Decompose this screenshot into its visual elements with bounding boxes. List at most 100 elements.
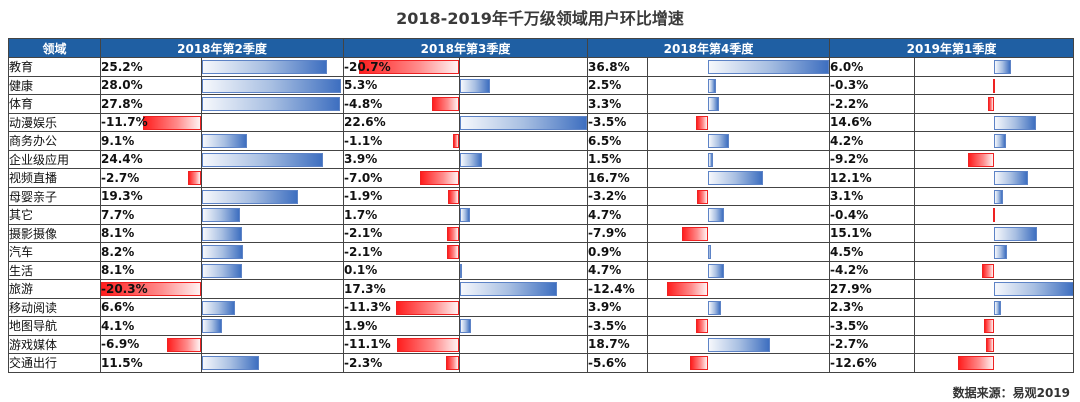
domain-label: 健康 — [8, 75, 101, 95]
table-row: 商务办公 9.1% -1.1% 6.5% 4.2% — [8, 131, 1074, 151]
value-label: -11.7% — [100, 112, 202, 132]
domain-label: 汽车 — [8, 242, 101, 262]
data-bar — [452, 134, 459, 148]
table-row: 地图导航 4.1% 1.9% -3.5% -3.5% — [8, 316, 1074, 336]
value-label: 17.3% — [343, 279, 460, 299]
data-bar — [101, 282, 201, 296]
value-label: -3.5% — [587, 112, 648, 132]
bar-cell — [201, 353, 344, 373]
value-label: 3.3% — [587, 94, 648, 114]
bar-cell — [914, 149, 1074, 169]
value-label: 3.1% — [829, 186, 915, 206]
value-label: 4.1% — [100, 316, 202, 336]
value-label: 27.8% — [100, 94, 202, 114]
bar-cell — [459, 168, 588, 188]
data-bar — [460, 319, 471, 333]
value-label: 22.6% — [343, 112, 460, 132]
value-label: 1.5% — [587, 149, 648, 169]
data-bar — [448, 189, 459, 204]
data-bar — [396, 337, 459, 352]
domain-label: 摄影摄像 — [8, 223, 101, 243]
table-row: 旅游 -20.3% 17.3% -12.4% 27.9% — [8, 279, 1074, 299]
data-bar — [967, 152, 994, 167]
value-label: 9.1% — [100, 131, 202, 151]
value-label: -2.7% — [100, 168, 202, 188]
header-row: 领域 2018年第2季度 2018年第3季度 2018年第4季度 2019年第1… — [8, 38, 1074, 58]
bar-cell — [459, 94, 588, 114]
data-bar — [697, 189, 708, 204]
bar-cell — [914, 186, 1074, 206]
value-label: 36.8% — [587, 57, 648, 77]
value-label: -20.7% — [343, 57, 460, 77]
bar-cell — [459, 316, 588, 336]
data-bar — [994, 226, 1038, 241]
bar-cell — [459, 131, 588, 151]
domain-label: 旅游 — [8, 279, 101, 299]
domain-label: 游戏媒体 — [8, 334, 101, 354]
table-row: 游戏媒体 -6.9% -11.1% 18.7% -2.7% — [8, 334, 1074, 354]
bar-cell — [201, 149, 344, 169]
value-label: 4.5% — [829, 242, 915, 262]
bar-cell — [647, 112, 830, 132]
value-label: -2.1% — [343, 223, 460, 243]
domain-label: 地图导航 — [8, 316, 101, 336]
table-row: 汽车 8.2% -2.1% 0.9% 4.5% — [8, 242, 1074, 262]
bar-cell — [914, 57, 1074, 77]
data-bar — [708, 245, 711, 259]
bar-cell — [459, 353, 588, 373]
domain-label: 移动阅读 — [8, 297, 101, 317]
bar-cell — [647, 168, 830, 188]
value-label: -7.9% — [587, 223, 648, 243]
data-bar — [202, 60, 327, 74]
data-bar — [202, 356, 259, 370]
value-label: 6.5% — [587, 131, 648, 151]
value-label: 15.1% — [829, 223, 915, 243]
bar-cell — [201, 316, 344, 336]
data-bar — [696, 115, 708, 130]
bar-cell — [647, 242, 830, 262]
value-label: -2.3% — [343, 353, 460, 373]
data-bar — [460, 282, 557, 296]
table-row: 企业级应用 24.4% 3.9% 1.5% -9.2% — [8, 149, 1074, 169]
value-label: 0.9% — [587, 242, 648, 262]
value-label: -3.2% — [587, 186, 648, 206]
growth-table: 领域 2018年第2季度 2018年第3季度 2018年第4季度 2019年第1… — [8, 38, 1074, 373]
data-bar — [202, 300, 235, 315]
data-source: 数据来源：易观2019 — [952, 386, 1070, 400]
table-row: 动漫娱乐 -11.7% 22.6% -3.5% 14.6% — [8, 112, 1074, 132]
value-label: -9.2% — [829, 149, 915, 169]
value-label: -7.0% — [343, 168, 460, 188]
bar-cell — [459, 242, 588, 262]
value-label: 14.6% — [829, 112, 915, 132]
data-bar — [446, 356, 459, 370]
bar-cell — [914, 297, 1074, 317]
header-q1-2019: 2019年第1季度 — [829, 38, 1074, 58]
data-bar — [681, 226, 708, 241]
value-label: -3.5% — [829, 316, 915, 336]
bar-cell — [647, 279, 830, 299]
data-bar — [696, 319, 708, 333]
data-bar — [202, 263, 243, 278]
bar-cell — [647, 316, 830, 336]
value-label: -1.9% — [343, 186, 460, 206]
bar-cell — [201, 242, 344, 262]
data-bar — [202, 189, 298, 204]
domain-label: 商务办公 — [8, 131, 101, 151]
bar-cell — [459, 334, 588, 354]
bar-cell — [914, 334, 1074, 354]
chart-title: 2018-2019年千万级领域用户环比增速 — [396, 9, 684, 28]
bar-cell — [201, 260, 344, 280]
bar-cell — [201, 75, 344, 95]
data-bar — [667, 282, 708, 296]
value-label: 28.0% — [100, 75, 202, 95]
bar-cell — [201, 297, 344, 317]
data-bar — [359, 60, 459, 74]
value-label: 4.2% — [829, 131, 915, 151]
data-bar — [708, 78, 717, 93]
table-row: 摄影摄像 8.1% -2.1% -7.9% 15.1% — [8, 223, 1074, 243]
value-label: -0.3% — [829, 75, 915, 95]
data-bar — [395, 300, 459, 315]
bar-cell — [459, 75, 588, 95]
bar-cell — [201, 279, 344, 299]
domain-label: 教育 — [8, 57, 101, 77]
